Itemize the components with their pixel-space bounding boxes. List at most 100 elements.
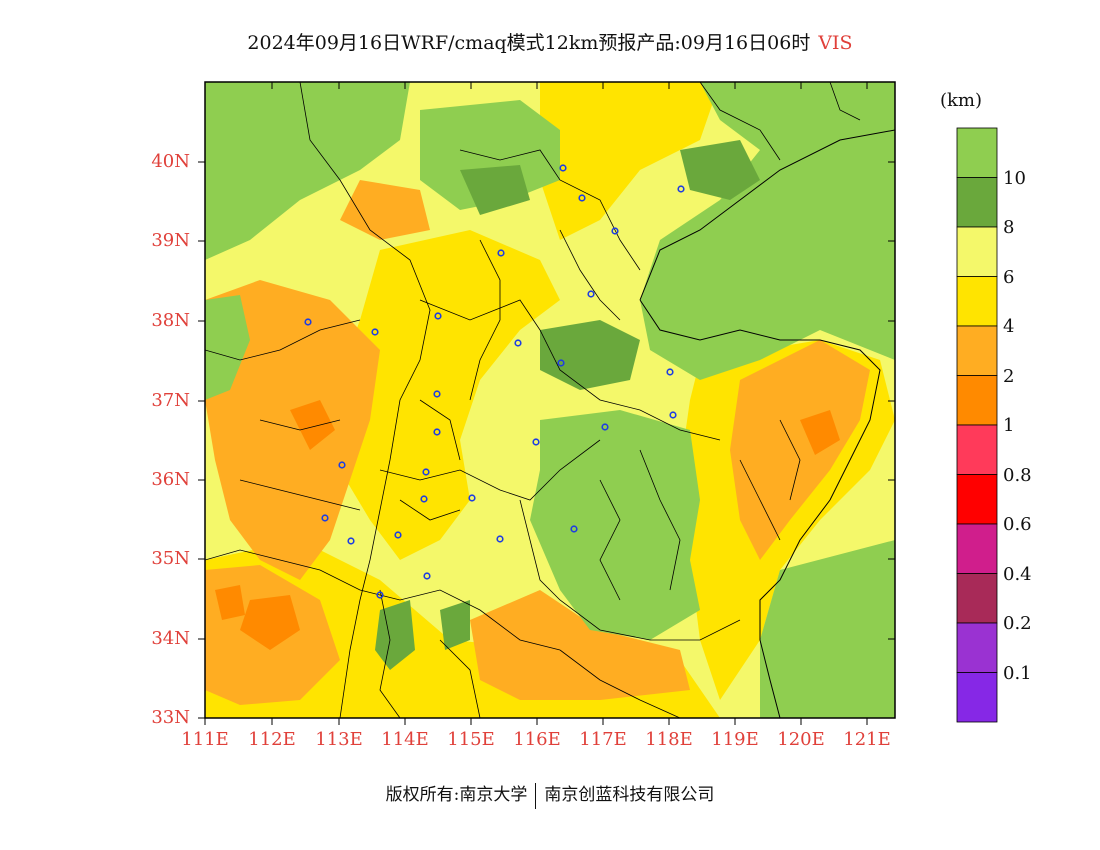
map-area bbox=[205, 82, 895, 718]
field-2-4-east bbox=[730, 340, 870, 560]
station-marker bbox=[338, 461, 346, 469]
field-8-10-e bbox=[460, 165, 530, 215]
lon-label-117e: 117E bbox=[579, 729, 627, 750]
colorbar-swatch bbox=[956, 375, 998, 426]
colorbar-swatch bbox=[956, 177, 998, 228]
title-variable: VIS bbox=[818, 32, 853, 54]
station-marker bbox=[321, 514, 329, 522]
colorbar-swatch bbox=[956, 573, 998, 624]
station-marker bbox=[570, 525, 578, 533]
station-marker bbox=[434, 312, 442, 320]
field-4-6-north bbox=[540, 82, 720, 240]
station-marker bbox=[394, 531, 402, 539]
colorbar-label: 8 bbox=[1003, 217, 1015, 238]
station-marker bbox=[587, 290, 595, 298]
colorbar-swatch bbox=[956, 672, 998, 723]
field-gt10-southeast bbox=[760, 540, 895, 718]
colorbar-label: 0.8 bbox=[1003, 465, 1032, 486]
lon-label-118e: 118E bbox=[645, 729, 693, 750]
station-marker bbox=[514, 339, 522, 347]
chart-title: 2024年09月16日WRF/cmaq模式12km预报产品:09月16日06时 V… bbox=[0, 28, 1100, 55]
lat-label-40n: 40N bbox=[151, 151, 190, 172]
footer-right: 南京创蓝科技有限公司 bbox=[544, 785, 715, 805]
colorbar-label: 1 bbox=[1003, 415, 1015, 436]
field-8-10-b bbox=[375, 600, 415, 670]
colorbar-label: 0.1 bbox=[1003, 663, 1032, 684]
colorbar-swatch bbox=[956, 127, 998, 178]
field-2-4-northwest bbox=[340, 180, 430, 240]
station-marker bbox=[559, 164, 567, 172]
colorbar-unit: (km) bbox=[940, 90, 983, 111]
colorbar-swatch bbox=[956, 424, 998, 475]
station-marker bbox=[666, 368, 674, 376]
lat-label-34n: 34N bbox=[151, 628, 190, 649]
lat-label-37n: 37N bbox=[151, 390, 190, 411]
field-4-6-central bbox=[330, 230, 560, 560]
title-text: 2024年09月16日WRF/cmaq模式12km预报产品:09月16日06时 bbox=[247, 32, 811, 54]
station-marker bbox=[496, 535, 504, 543]
station-marker bbox=[304, 318, 312, 326]
field-gt10-westsmall bbox=[205, 295, 250, 400]
lon-label-113e: 113E bbox=[315, 729, 363, 750]
field-8-10-a bbox=[540, 320, 640, 390]
station-marker bbox=[468, 494, 476, 502]
field-1-2-c bbox=[800, 410, 840, 455]
lat-label-33n: 33N bbox=[151, 707, 190, 728]
colorbar-label: 10 bbox=[1003, 168, 1026, 189]
station-marker bbox=[669, 411, 677, 419]
field-8-10-c bbox=[440, 600, 470, 650]
colorbar-swatch bbox=[956, 474, 998, 525]
lon-label-120e: 120E bbox=[777, 729, 825, 750]
field-gt10-northeast bbox=[640, 82, 895, 380]
station-marker bbox=[433, 428, 441, 436]
station-marker bbox=[497, 249, 505, 257]
station-marker bbox=[611, 227, 619, 235]
colorbar-label: 6 bbox=[1003, 267, 1015, 288]
colorbar-swatch bbox=[956, 276, 998, 327]
colorbar-swatch bbox=[956, 325, 998, 376]
map-frame bbox=[204, 81, 896, 719]
footer-separator bbox=[535, 782, 537, 809]
lat-label-35n: 35N bbox=[151, 548, 190, 569]
coastline bbox=[639, 129, 895, 718]
field-gt10-northwest bbox=[205, 82, 410, 260]
station-marker bbox=[371, 328, 379, 336]
lon-label-115e: 115E bbox=[447, 729, 495, 750]
lon-label-114e: 114E bbox=[381, 729, 429, 750]
station-marker bbox=[601, 423, 609, 431]
field-2-4-southcenter bbox=[470, 590, 690, 700]
lon-label-121e: 121E bbox=[843, 729, 891, 750]
lon-label-116e: 116E bbox=[513, 729, 561, 750]
admin-boundaries bbox=[205, 82, 861, 718]
lat-label-36n: 36N bbox=[151, 469, 190, 490]
station-marker bbox=[578, 194, 586, 202]
colorbar-label: 0.4 bbox=[1003, 564, 1032, 585]
station-marker bbox=[532, 438, 540, 446]
copyright-footer: 版权所有:南京大学 南京创蓝科技有限公司 bbox=[0, 780, 1100, 809]
station-marker bbox=[376, 591, 384, 599]
colorbar-label: 4 bbox=[1003, 316, 1015, 337]
lat-label-38n: 38N bbox=[151, 310, 190, 331]
field-gt10-center bbox=[530, 410, 700, 640]
station-marker bbox=[423, 572, 431, 580]
colorbar-swatch bbox=[956, 622, 998, 673]
station-markers bbox=[304, 164, 685, 599]
lat-ticks bbox=[198, 161, 895, 719]
station-marker bbox=[420, 495, 428, 503]
station-marker bbox=[433, 390, 441, 398]
station-marker bbox=[422, 468, 430, 476]
field-1-2-d bbox=[215, 585, 245, 620]
field-1-2-b bbox=[290, 400, 335, 450]
field-1-2-a bbox=[240, 595, 300, 650]
colorbar-label: 0.2 bbox=[1003, 613, 1032, 634]
lon-label-111e: 111E bbox=[181, 729, 229, 750]
field-2-4-west bbox=[205, 280, 380, 580]
lon-ticks bbox=[204, 82, 868, 725]
station-marker bbox=[347, 537, 355, 545]
lon-label-112e: 112E bbox=[248, 729, 296, 750]
lat-label-39n: 39N bbox=[151, 230, 190, 251]
colorbar-swatch bbox=[956, 523, 998, 574]
field-8-10-d bbox=[680, 140, 760, 200]
colorbar-label: 2 bbox=[1003, 366, 1015, 387]
